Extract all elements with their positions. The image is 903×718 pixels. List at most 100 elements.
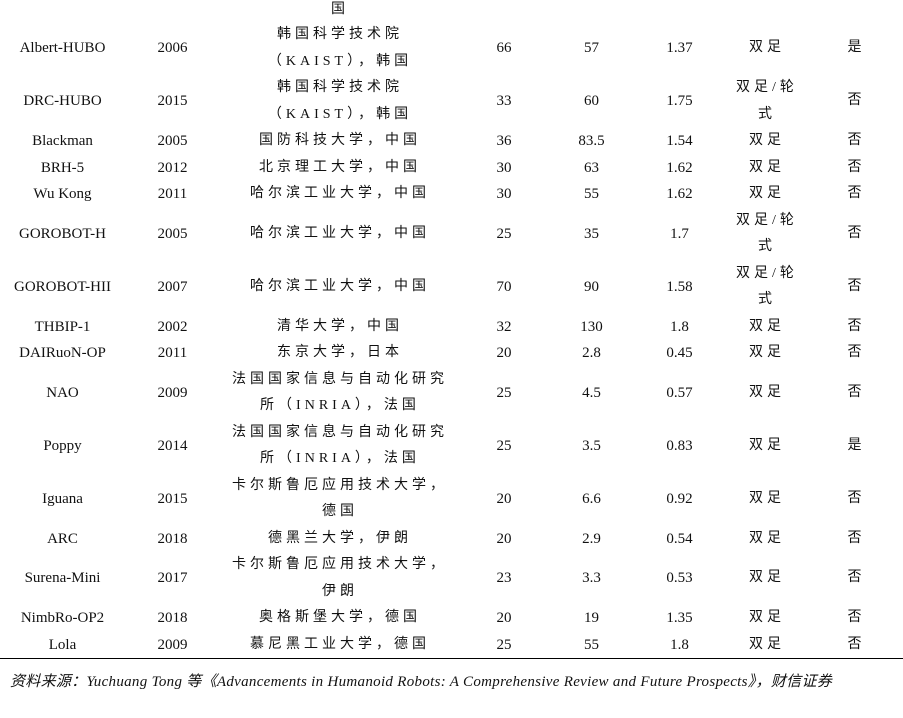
open-source: 否 bbox=[847, 530, 866, 546]
height: 1.7 bbox=[670, 225, 689, 242]
dof: 25 bbox=[496, 437, 512, 454]
open-source: 否 bbox=[847, 345, 866, 360]
height: 1.58 bbox=[666, 278, 693, 295]
weight: 2.9 bbox=[582, 530, 601, 547]
institution: 哈尔滨工业大学，中国 bbox=[250, 186, 430, 201]
dof: 20 bbox=[496, 490, 512, 507]
institution: 德黑兰大学，伊朗 bbox=[268, 530, 412, 546]
institution: 卡尔斯鲁厄应用技术大学，伊朗 bbox=[232, 557, 448, 599]
institution: 清华大学，中国 bbox=[277, 318, 403, 334]
year: 2005 bbox=[157, 133, 188, 149]
locomotion: 双足/轮式 bbox=[736, 212, 798, 255]
year: 2011 bbox=[157, 345, 188, 361]
robot-name: ARC bbox=[47, 530, 78, 547]
year: 2002 bbox=[157, 318, 188, 335]
height: 1.54 bbox=[666, 133, 693, 149]
robot-name: Lola bbox=[48, 636, 77, 653]
locomotion: 双足 bbox=[749, 636, 785, 652]
height: 0.92 bbox=[666, 490, 693, 507]
table-row: Wu Kong 2011 哈尔滨工业大学，中国 30 55 1.62 双足 否 bbox=[0, 181, 903, 208]
weight: 3.3 bbox=[582, 570, 601, 587]
dof: 70 bbox=[496, 278, 512, 295]
year: 2006 bbox=[157, 40, 188, 57]
dof: 30 bbox=[496, 186, 512, 202]
open-source: 否 bbox=[847, 384, 866, 400]
dof: 20 bbox=[496, 530, 512, 547]
weight: 2.8 bbox=[582, 345, 601, 361]
open-source: 是 bbox=[847, 40, 866, 56]
robot-table: Albert-HUBO 2006 韩国科学技术院（KAIST），韩国 66 57 1.37… bbox=[0, 22, 903, 659]
year: 2018 bbox=[157, 530, 188, 547]
institution: 北京理工大学，中国 bbox=[259, 159, 421, 175]
institution: 法国国家信息与自动化研究所（INRIA），法国 bbox=[232, 424, 448, 467]
year: 2009 bbox=[157, 636, 188, 653]
robot-name: NimbRo-OP2 bbox=[20, 610, 105, 626]
dof: 25 bbox=[496, 384, 512, 401]
height: 1.75 bbox=[666, 93, 693, 110]
institution: 韩国科学技术院（KAIST），韩国 bbox=[267, 80, 413, 122]
locomotion: 双足 bbox=[749, 318, 785, 334]
locomotion: 双足 bbox=[749, 384, 785, 400]
weight: 63 bbox=[584, 159, 599, 176]
weight: 57 bbox=[584, 40, 599, 57]
weight: 3.5 bbox=[582, 437, 601, 454]
robot-name: Iguana bbox=[42, 490, 83, 507]
dof: 32 bbox=[496, 318, 512, 335]
robot-name: GOROBOT-HII bbox=[14, 278, 111, 295]
year: 2015 bbox=[157, 490, 188, 507]
robot-name: Blackman bbox=[32, 133, 93, 149]
year: 2017 bbox=[157, 570, 188, 587]
table-row: Poppy 2014 法国国家信息与自动化研究所（INRIA），法国 25 3.5 0.8… bbox=[0, 420, 903, 473]
institution: 哈尔滨工业大学，中国 bbox=[250, 225, 430, 241]
open-source: 否 bbox=[847, 186, 866, 201]
institution: 卡尔斯鲁厄应用技术大学，德国 bbox=[232, 477, 448, 520]
robot-name: BRH-5 bbox=[40, 159, 85, 176]
dof: 25 bbox=[496, 636, 512, 653]
robot-name: DAIRuoN-OP bbox=[19, 345, 106, 361]
institution: 哈尔滨工业大学，中国 bbox=[250, 278, 430, 294]
robot-name: DRC-HUBO bbox=[23, 93, 102, 110]
weight: 55 bbox=[584, 636, 599, 653]
source-note: 资料来源：Yuchuang Tong 等《Advancements in Hum… bbox=[10, 674, 833, 690]
robot-name: Poppy bbox=[43, 437, 82, 454]
institution: 韩国科学技术院（KAIST），韩国 bbox=[267, 27, 413, 69]
robot-name: Surena-Mini bbox=[24, 570, 101, 587]
table-row: NAO 2009 法国国家信息与自动化研究所（INRIA），法国 25 4.5 0.57 双… bbox=[0, 367, 903, 420]
table-row: Surena-Mini 2017 卡尔斯鲁厄应用技术大学，伊朗 23 3.3 0.53 双足… bbox=[0, 552, 903, 605]
table-row: DAIRuoN-OP 2011 东京大学，日本 20 2.8 0.45 双足 否 bbox=[0, 340, 903, 367]
locomotion: 双足 bbox=[749, 490, 785, 506]
open-source: 否 bbox=[847, 133, 866, 148]
weight: 60 bbox=[584, 93, 599, 110]
height: 0.53 bbox=[666, 570, 693, 587]
height: 0.54 bbox=[666, 530, 693, 547]
robot-name: Albert-HUBO bbox=[19, 40, 106, 57]
weight: 35 bbox=[584, 225, 599, 242]
dof: 20 bbox=[496, 345, 512, 361]
table-row: Albert-HUBO 2006 韩国科学技术院（KAIST），韩国 66 57 1.37… bbox=[0, 22, 903, 75]
height: 0.45 bbox=[666, 345, 693, 361]
year: 2009 bbox=[157, 384, 188, 401]
dof: 23 bbox=[496, 570, 512, 587]
table-row: Blackman 2005 国防科技大学，中国 36 83.5 1.54 双足 否 bbox=[0, 128, 903, 155]
locomotion: 双足 bbox=[749, 570, 785, 586]
open-source: 否 bbox=[847, 636, 866, 652]
weight: 4.5 bbox=[582, 384, 601, 401]
weight: 19 bbox=[584, 610, 599, 626]
year: 2018 bbox=[157, 610, 188, 626]
dof: 33 bbox=[496, 93, 512, 110]
table-row: DRC-HUBO 2015 韩国科学技术院（KAIST），韩国 33 60 1.75 双足/… bbox=[0, 75, 903, 128]
dof: 30 bbox=[496, 159, 512, 176]
open-source: 否 bbox=[847, 610, 866, 625]
robot-name: NAO bbox=[46, 384, 79, 401]
robot-name: Wu Kong bbox=[33, 186, 92, 202]
locomotion: 双足 bbox=[749, 186, 785, 201]
year: 2005 bbox=[157, 225, 188, 242]
locomotion: 双足/轮式 bbox=[736, 80, 798, 122]
year: 2012 bbox=[157, 159, 188, 176]
open-source: 否 bbox=[847, 318, 866, 334]
table-row: Lola 2009 慕尼黑工业大学，德国 25 55 1.8 双足 否 bbox=[0, 632, 903, 659]
height: 1.35 bbox=[666, 610, 693, 626]
open-source: 否 bbox=[847, 159, 866, 175]
table-row: Iguana 2015 卡尔斯鲁厄应用技术大学，德国 20 6.6 0.92 双足 否 bbox=[0, 473, 903, 526]
